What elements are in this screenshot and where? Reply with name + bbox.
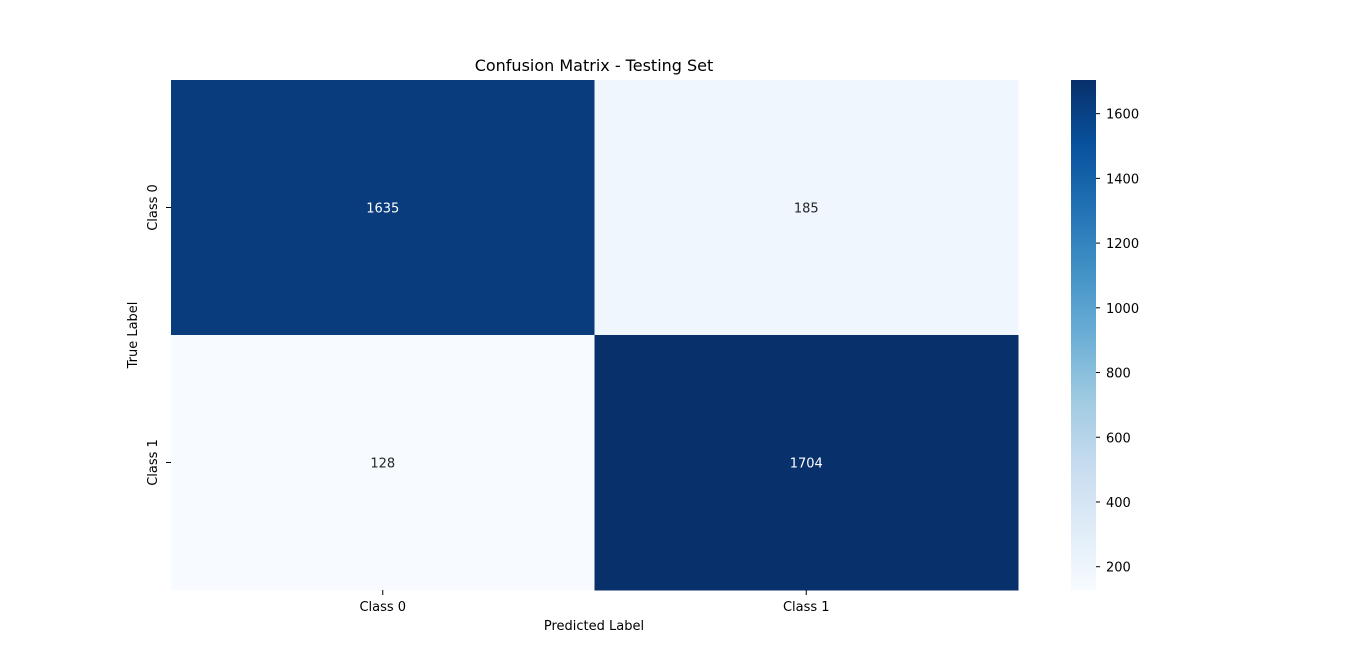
chart-title: Confusion Matrix - Testing Set (475, 56, 714, 75)
cell-annotation-r1-c1: 1704 (790, 457, 823, 472)
colorbar-tick-label: 1200 (1106, 237, 1139, 252)
heatmap-cell-r0-c1 (594, 80, 1019, 336)
colorbar-tick-label: 800 (1106, 367, 1131, 382)
y-tick-label: Class 0 (146, 184, 161, 231)
colorbar-tick-label: 400 (1106, 496, 1131, 511)
y-axis-label: True Label (126, 302, 141, 370)
heatmap-cell-r1-c0 (171, 335, 595, 591)
cell-annotation-r0-c1: 185 (794, 202, 819, 217)
x-tick-label: Class 1 (783, 600, 830, 615)
cell-annotations: 1635 185 128 1704 (366, 202, 823, 472)
colorbar-tick-label: 600 (1106, 431, 1131, 446)
y-tick-label: Class 1 (146, 439, 161, 486)
colorbar-tick-label: 1400 (1106, 172, 1139, 187)
x-axis-ticks: Class 0 Class 1 (359, 590, 830, 615)
y-axis-ticks: Class 0 Class 1 (146, 184, 171, 486)
heatmap-cell-r1-c1 (594, 335, 1019, 591)
heatmap-cell-r0-c0 (171, 80, 595, 336)
x-tick-label: Class 0 (359, 600, 406, 615)
colorbar (1071, 80, 1096, 590)
heatmap-cells (171, 80, 1019, 591)
x-axis-label: Predicted Label (544, 619, 644, 634)
colorbar-tick-label: 1000 (1106, 302, 1139, 317)
colorbar-tick-label: 200 (1106, 561, 1131, 576)
cell-annotation-r1-c0: 128 (370, 457, 395, 472)
colorbar-ticks: 200 400 600 800 1000 1200 1400 1600 (1096, 108, 1139, 576)
colorbar-tick-label: 1600 (1106, 108, 1139, 123)
cell-annotation-r0-c0: 1635 (366, 202, 399, 217)
